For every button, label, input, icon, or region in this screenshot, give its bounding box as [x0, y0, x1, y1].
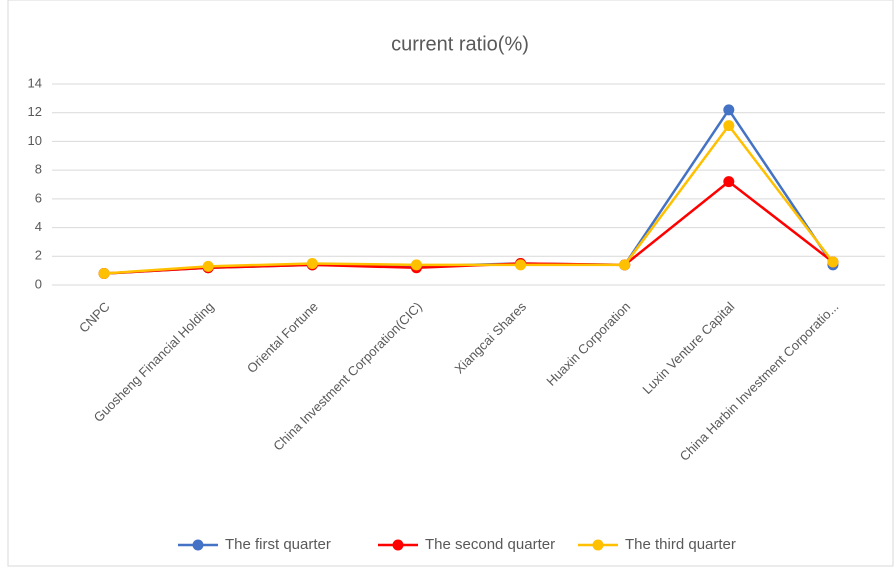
- y-tick-label: 14: [28, 75, 42, 90]
- legend-marker: [192, 539, 204, 551]
- point-marker: [723, 120, 735, 132]
- point-marker: [306, 257, 318, 269]
- point-marker: [619, 259, 631, 271]
- y-tick-label: 10: [28, 133, 42, 148]
- chart-frame: [7, 0, 894, 567]
- point-marker: [723, 104, 735, 116]
- y-tick-label: 4: [35, 219, 42, 234]
- legend-label: The third quarter: [625, 536, 736, 553]
- point-marker: [98, 268, 110, 280]
- chart-title: current ratio(%): [391, 33, 529, 55]
- y-tick-label: 6: [35, 190, 42, 205]
- y-tick-label: 12: [28, 104, 42, 119]
- point-marker: [202, 260, 214, 272]
- y-tick-label: 8: [35, 162, 42, 177]
- point-marker: [723, 176, 735, 188]
- legend-marker: [392, 539, 404, 551]
- point-marker: [827, 256, 839, 268]
- point-marker: [410, 259, 422, 271]
- legend-label: The second quarter: [425, 536, 555, 553]
- legend-marker: [592, 539, 604, 551]
- y-tick-label: 0: [35, 276, 42, 291]
- point-marker: [515, 259, 527, 271]
- series-line: [103, 124, 834, 275]
- y-tick-label: 2: [35, 248, 42, 263]
- legend-label: The first quarter: [225, 536, 331, 553]
